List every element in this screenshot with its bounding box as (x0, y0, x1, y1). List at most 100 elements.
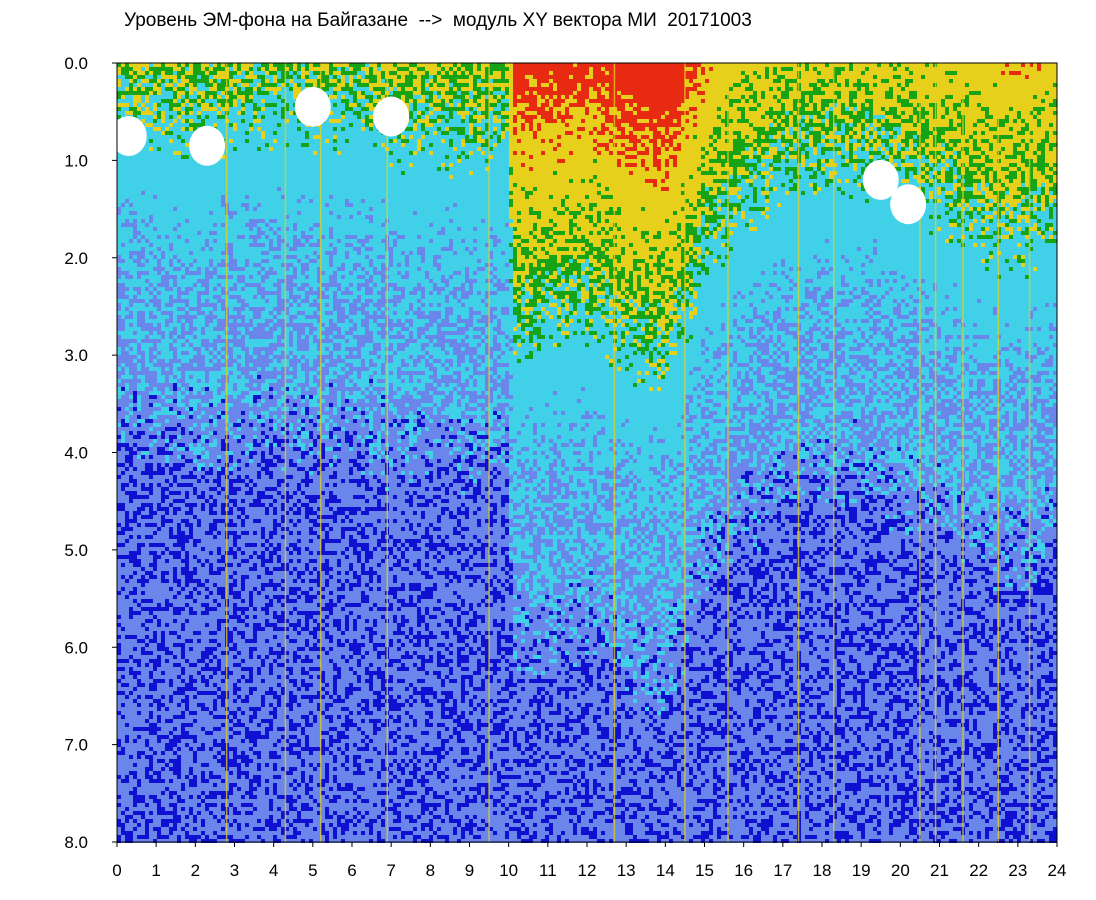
heatmap-cell (181, 583, 185, 587)
heatmap-cell (117, 819, 121, 823)
heatmap-cell (117, 443, 121, 447)
heatmap-cell (145, 587, 149, 591)
heatmap-cell (157, 675, 161, 679)
heatmap-cell (161, 195, 165, 199)
heatmap-cell (157, 543, 161, 547)
heatmap-cell (177, 355, 181, 359)
heatmap-cell (145, 435, 149, 439)
heatmap-cell (181, 139, 185, 143)
heatmap-cell (145, 483, 149, 487)
heatmap-cell (153, 819, 157, 823)
heatmap-cell (157, 95, 161, 99)
heatmap-cell (149, 795, 153, 799)
heatmap-cell (153, 275, 157, 279)
heatmap-cell (125, 75, 129, 79)
heatmap-cell (137, 375, 141, 379)
heatmap-cell (157, 627, 161, 631)
heatmap-cell (157, 231, 161, 235)
heatmap-cell (169, 299, 173, 303)
heatmap-cell (121, 659, 125, 663)
heatmap-cell (149, 779, 153, 783)
heatmap-cell (169, 727, 173, 731)
heatmap-cell (165, 119, 169, 123)
heatmap-cell (161, 415, 165, 419)
heatmap-cell (153, 387, 157, 391)
heatmap-cell (129, 739, 133, 743)
heatmap-cell (153, 87, 157, 91)
heatmap-cell (133, 603, 137, 607)
heatmap-cell (117, 519, 121, 523)
heatmap-cell (141, 599, 145, 603)
heatmap-cell (165, 619, 169, 623)
heatmap-cell (177, 219, 181, 223)
heatmap-cell (149, 123, 153, 127)
heatmap-cell (145, 223, 149, 227)
heatmap-cell (157, 139, 161, 143)
heatmap-cell (161, 791, 165, 795)
heatmap-cell (137, 255, 141, 259)
heatmap-cell (121, 363, 125, 367)
heatmap-cell (125, 435, 129, 439)
heatmap-cell (157, 783, 161, 787)
heatmap-cell (181, 275, 185, 279)
heatmap-cell (161, 703, 165, 707)
heatmap-cell (145, 327, 149, 331)
heatmap-cell (177, 531, 181, 535)
heatmap-cell (121, 319, 125, 323)
heatmap-cell (165, 787, 169, 791)
heatmap-cell (117, 275, 121, 279)
heatmap-cell (145, 751, 149, 755)
heatmap-cell (121, 591, 125, 595)
heatmap-cell (165, 403, 169, 407)
heatmap-cell (153, 431, 157, 435)
heatmap-cell (177, 515, 181, 519)
heatmap-cell (117, 639, 121, 643)
heatmap-cell (157, 379, 161, 383)
heatmap-cell (153, 523, 157, 527)
heatmap-cell (121, 567, 125, 571)
heatmap-cell (165, 327, 169, 331)
heatmap-cell (177, 379, 181, 383)
heatmap-cell (141, 91, 145, 95)
heatmap-cell (181, 235, 185, 239)
heatmap-cell (173, 763, 177, 767)
heatmap-cell (137, 427, 141, 431)
heatmap-cell (133, 807, 137, 811)
heatmap-cell (129, 491, 133, 495)
heatmap-cell (173, 287, 177, 291)
heatmap-cell (125, 735, 129, 739)
heatmap-cell (177, 759, 181, 763)
heatmap-cell (157, 639, 161, 643)
heatmap-cell (121, 323, 125, 327)
heatmap-cell (165, 255, 169, 259)
heatmap-cell (181, 131, 185, 135)
heatmap-cell (177, 707, 181, 711)
heatmap-cell (141, 291, 145, 295)
heatmap-cell (181, 119, 185, 123)
heatmap-cell (137, 619, 141, 623)
heatmap-cell (161, 607, 165, 611)
heatmap-cell (137, 711, 141, 715)
heatmap-cell (181, 499, 185, 503)
heatmap-cell (129, 67, 133, 71)
heatmap-cell (141, 307, 145, 311)
heatmap-cell (133, 831, 137, 835)
heatmap-cell (157, 623, 161, 627)
heatmap-cell (117, 591, 121, 595)
heatmap-cell (125, 327, 129, 331)
heatmap-cell (117, 523, 121, 527)
heatmap-cell (173, 163, 177, 167)
heatmap-cell (157, 267, 161, 271)
heatmap-cell (121, 347, 125, 351)
heatmap-cell (145, 471, 149, 475)
heatmap-cell (177, 747, 181, 751)
heatmap-cell (121, 439, 125, 443)
heatmap-cell (117, 527, 121, 531)
heatmap-cell (137, 331, 141, 335)
heatmap-cell (181, 727, 185, 731)
heatmap-cell (125, 767, 129, 771)
heatmap-cell (169, 451, 173, 455)
heatmap-cell (177, 159, 181, 163)
heatmap-cell (173, 359, 177, 363)
heatmap-cell (145, 731, 149, 735)
